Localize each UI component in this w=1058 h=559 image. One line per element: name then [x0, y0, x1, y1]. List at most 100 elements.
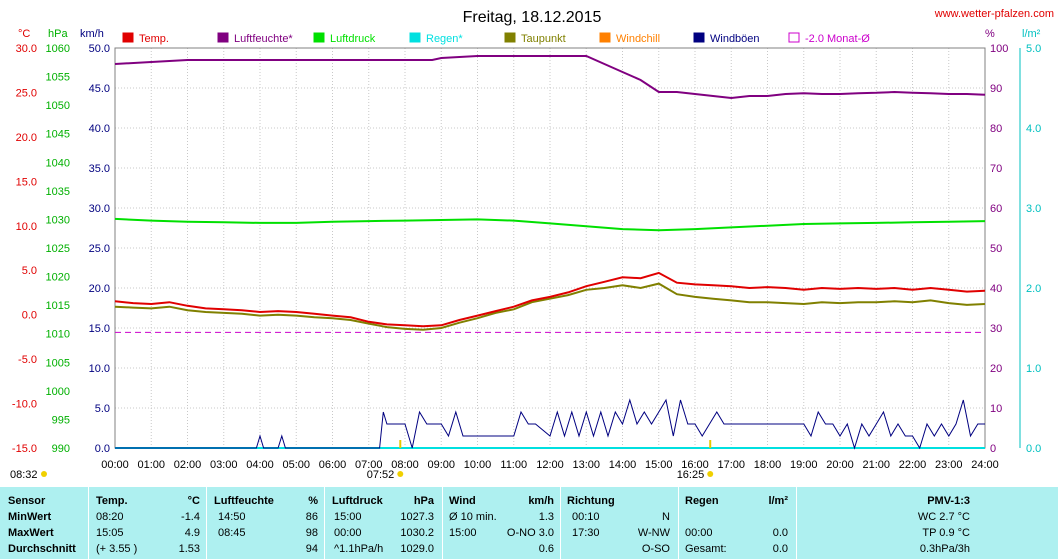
legend-item: Taupunkt — [504, 32, 566, 45]
tick-label: 30 — [990, 323, 1002, 335]
divider — [560, 487, 561, 559]
x-tick-label: 20:00 — [826, 459, 854, 471]
sun-marks: 08:32 07:52 16:25 — [10, 440, 714, 481]
tick-label: 5.0 — [95, 403, 110, 415]
temp-time: 08:20 — [96, 511, 124, 523]
tick-label: 1000 — [46, 386, 70, 398]
series-line-luftdruck — [114, 217, 986, 232]
tick-label: 100 — [990, 43, 1008, 55]
tick-label: 30.0 — [16, 43, 37, 55]
wind-time: Ø 10 min. — [449, 511, 497, 523]
humidity-value: 86 — [305, 511, 318, 523]
rain-value: 0.0 — [772, 527, 788, 539]
header-pressure: Luftdruck — [332, 495, 383, 507]
pmv-value: TP 0.9 °C — [922, 527, 970, 539]
legend-label: Luftdruck — [330, 33, 376, 45]
axes: 30.0 25.0 20.0 15.0 10.0 5.0 0.0 -5.0 -10.0 -15.0… — [12, 43, 1041, 471]
x-tick-label: 00:00 — [101, 459, 129, 471]
direction-time: 17:30 — [572, 527, 600, 539]
series-line-taupunkt — [114, 282, 986, 331]
wind-time: 15:00 — [449, 527, 477, 539]
pressure-time: 15:00 — [334, 511, 362, 523]
axis-unit-labels: °C hPa km/h % l/m² — [18, 28, 1041, 40]
header-pressure-unit: hPa — [413, 495, 434, 507]
tick-label: 45.0 — [89, 83, 110, 95]
tick-label: 35.0 — [89, 163, 110, 175]
divider — [88, 487, 89, 559]
sun-time-label: 16:25 — [677, 469, 705, 481]
legend-swatch — [599, 32, 611, 43]
tick-label: -10.0 — [12, 399, 37, 411]
wind-value: O-NO 3.0 — [506, 527, 554, 539]
wind-value: 0.6 — [538, 543, 554, 555]
pressure-value: 1030.2 — [400, 527, 434, 539]
tick-label: 0.0 — [22, 310, 37, 322]
header-humidity-unit: % — [308, 495, 318, 507]
temp-value: 1.53 — [178, 543, 200, 555]
x-tick-label: 10:00 — [464, 459, 492, 471]
tick-label: -15.0 — [12, 443, 37, 455]
tick-label: 50.0 — [89, 43, 110, 55]
x-tick-label: 02:00 — [174, 459, 202, 471]
tick-label: 20 — [990, 363, 1002, 375]
row-label: Durchschnitt — [8, 543, 76, 555]
header-wind: Wind — [449, 495, 476, 507]
x-tick-label: 23:00 — [935, 459, 963, 471]
legend-swatch — [504, 32, 516, 43]
tick-label: 1025 — [46, 243, 70, 255]
divider — [324, 487, 325, 559]
summary-table: Sensor Temp. °C Luftfeuchte% Luftdruck hPa Win… — [0, 487, 1058, 559]
tick-label: 5.0 — [1026, 43, 1041, 55]
row-label: MaxWert — [8, 527, 54, 539]
x-tick-label: 14:00 — [609, 459, 637, 471]
x-tick-label: 01:00 — [137, 459, 165, 471]
tick-label: 1005 — [46, 357, 70, 369]
tick-label: 1.0 — [1026, 363, 1041, 375]
site-link[interactable]: www.wetter-pfalzen.com — [934, 8, 1054, 20]
temp-value: 4.9 — [184, 527, 200, 539]
row-label: MinWert — [8, 511, 52, 523]
legend-swatch — [122, 32, 134, 43]
tick-label: 1010 — [46, 329, 70, 341]
x-tick-label: 11:00 — [500, 459, 527, 471]
series-line-luftfeuchte — [114, 55, 986, 100]
legend-label: Taupunkt — [521, 33, 566, 45]
tick-label: 25.0 — [89, 243, 110, 255]
legend-item: Temp. — [122, 32, 169, 45]
humidity-time: 14:50 — [218, 511, 246, 523]
header-rain: Regen — [685, 495, 719, 507]
chart-title: Freitag, 18.12.2015 — [463, 9, 602, 26]
legend-item: Windböen — [693, 32, 760, 45]
legend-item: Regen* — [409, 32, 463, 45]
sun-icon — [397, 471, 404, 477]
tick-label: 60 — [990, 203, 1002, 215]
tick-label: 1035 — [46, 186, 70, 198]
tick-label: 0.0 — [95, 443, 110, 455]
tick-label: 1060 — [46, 43, 70, 55]
divider — [442, 487, 443, 559]
tick-label: 90 — [990, 83, 1002, 95]
divider — [796, 487, 797, 559]
direction-time: 00:10 — [572, 511, 600, 523]
legend-swatch — [693, 32, 705, 43]
x-tick-label: 06:00 — [319, 459, 347, 471]
rain-value: 0.0 — [772, 543, 788, 555]
divider — [678, 487, 679, 559]
pressure-value: 1029.0 — [400, 543, 434, 555]
humidity-value: 98 — [305, 527, 318, 539]
rain-unit-label: l/m² — [1022, 28, 1041, 40]
sun-time-label: 08:32 — [10, 469, 38, 481]
rain-time: Gesamt: — [685, 543, 727, 555]
x-tick-label: 13:00 — [572, 459, 600, 471]
tick-label: 50 — [990, 243, 1002, 255]
temp-time: 15:05 — [96, 527, 124, 539]
direction-value: W-NW — [637, 527, 670, 539]
tick-label: 10.0 — [89, 363, 110, 375]
tick-label: 40.0 — [89, 123, 110, 135]
pressure-value: 1027.3 — [400, 511, 434, 523]
sun-time-label: 07:52 — [367, 469, 395, 481]
pmv-value: WC 2.7 °C — [917, 511, 970, 523]
pmv-value: 0.3hPa/3h — [919, 543, 970, 555]
tick-label: 1055 — [46, 72, 70, 84]
tick-label: 995 — [52, 414, 70, 426]
